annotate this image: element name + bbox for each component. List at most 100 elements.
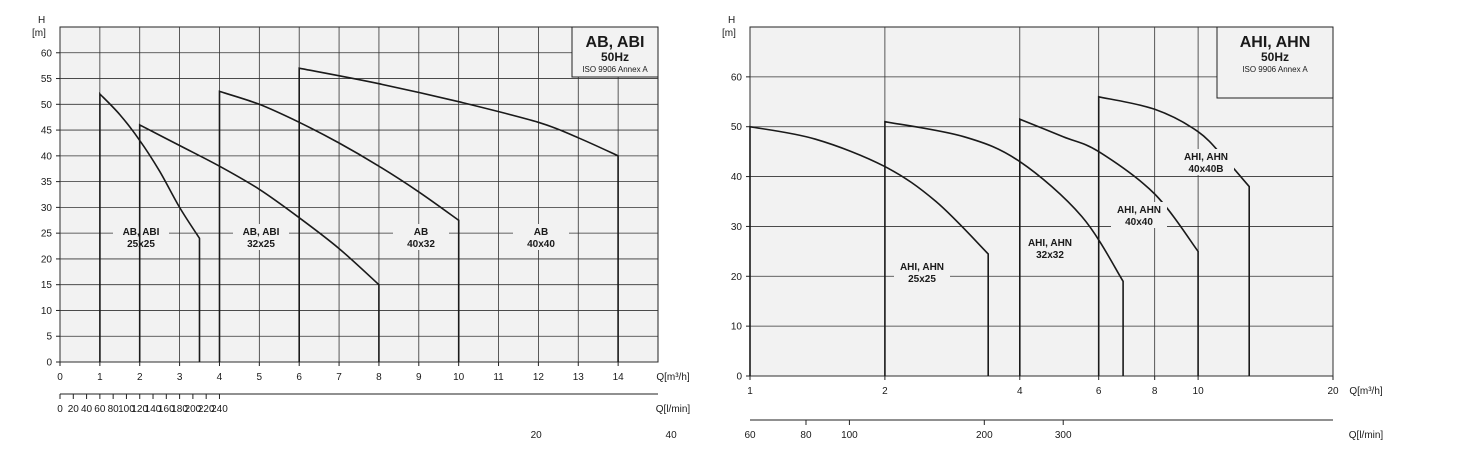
x-tick-label: 12 bbox=[533, 372, 545, 383]
series-curve bbox=[138, 123, 380, 362]
chart-note: ISO 9906 Annex A bbox=[582, 65, 648, 74]
x2-axis-label: Q[l/min] bbox=[1349, 430, 1384, 441]
x-tick-label: 0 bbox=[57, 372, 63, 383]
y-tick-label: 60 bbox=[731, 72, 743, 83]
x-tick-label: 4 bbox=[217, 372, 223, 383]
y-tick-label: 30 bbox=[41, 203, 53, 214]
x-tick-label: 10 bbox=[453, 372, 465, 383]
x-tick-label: 8 bbox=[1152, 386, 1158, 397]
chart-note: ISO 9906 Annex A bbox=[1242, 65, 1308, 74]
x2-axis-label: Q[l/min] bbox=[656, 404, 691, 415]
x-tick-label: 7 bbox=[336, 372, 342, 383]
series-label-size: 40x32 bbox=[407, 239, 435, 250]
series-label-name: AB, ABI bbox=[123, 227, 160, 238]
x2-tick-label: 240 bbox=[211, 404, 228, 415]
series-label-name: AHI, AHN bbox=[1117, 205, 1161, 216]
y-tick-label: 55 bbox=[41, 74, 53, 85]
plot-area bbox=[59, 26, 659, 363]
y-tick-label: 15 bbox=[41, 280, 53, 291]
x2-tick-label: 0 bbox=[57, 404, 63, 415]
series-label-size: 25x25 bbox=[127, 239, 155, 250]
x2-tick-label: 300 bbox=[1055, 430, 1072, 441]
x-tick-label: 5 bbox=[257, 372, 263, 383]
x-tick-label: 1 bbox=[747, 386, 753, 397]
series-label-size: 25x25 bbox=[908, 274, 936, 285]
series-label-bg bbox=[513, 224, 569, 250]
y-axis-unit: [m] bbox=[722, 28, 736, 39]
y-axis-label: H bbox=[728, 15, 735, 26]
x2-tick-label: 160 bbox=[158, 404, 175, 415]
series-label-size: 32x32 bbox=[1036, 250, 1064, 261]
x-tick-label: 6 bbox=[1096, 386, 1102, 397]
y-tick-label: 35 bbox=[41, 177, 53, 188]
y-tick-label: 20 bbox=[41, 254, 53, 265]
y-tick-label: 40 bbox=[731, 172, 743, 183]
series-label-bg bbox=[113, 224, 169, 250]
y-tick-label: 0 bbox=[46, 358, 52, 369]
x2-tick-label: 100 bbox=[841, 430, 858, 441]
series-curve bbox=[99, 92, 201, 362]
series-label-name: AHI, AHN bbox=[1028, 238, 1072, 249]
y-tick-label: 10 bbox=[41, 306, 53, 317]
series-label-bg bbox=[233, 224, 289, 250]
x2-tick-label: 140 bbox=[145, 404, 162, 415]
chart-subtitle: 50Hz bbox=[1261, 50, 1289, 64]
series-label-bg bbox=[1022, 235, 1078, 261]
x2-tick-label: 60 bbox=[744, 430, 756, 441]
y-axis-label: H bbox=[38, 15, 45, 26]
y-tick-label: 30 bbox=[731, 222, 743, 233]
y-tick-label: 50 bbox=[731, 122, 743, 133]
x2-tick-label: 200 bbox=[185, 404, 202, 415]
y-tick-label: 45 bbox=[41, 126, 53, 137]
x-tick-label: 3 bbox=[177, 372, 183, 383]
series-label-name: AHI, AHN bbox=[900, 262, 944, 273]
x-tick-label: 4 bbox=[1017, 386, 1023, 397]
x2-tick-label: 60 bbox=[94, 404, 106, 415]
series-label-name: AB bbox=[534, 227, 548, 238]
x-tick-label: 2 bbox=[882, 386, 888, 397]
x-axis-label: Q[m³/h] bbox=[656, 372, 690, 383]
series-label-size: 40x40 bbox=[1125, 217, 1153, 228]
y-tick-label: 5 bbox=[46, 332, 52, 343]
series-label-bg bbox=[1111, 202, 1167, 228]
chart-subtitle: 50Hz bbox=[601, 50, 629, 64]
x2-tick-label: 220 bbox=[198, 404, 215, 415]
series-label-bg bbox=[393, 224, 449, 250]
x-tick-label: 20 bbox=[1327, 386, 1339, 397]
series-label-bg bbox=[894, 259, 950, 285]
x2-tick-label: 180 bbox=[171, 404, 188, 415]
title-box bbox=[1216, 26, 1334, 99]
series-curve bbox=[218, 90, 460, 362]
series-label-name: AHI, AHN bbox=[1184, 152, 1228, 163]
series-curve bbox=[1097, 95, 1250, 376]
chart-title: AB, ABI bbox=[586, 34, 645, 51]
x2-tick-label: 80 bbox=[800, 430, 812, 441]
series-curve bbox=[298, 67, 619, 362]
series-label-name: AB bbox=[414, 227, 428, 238]
x2-tick-label: 40 bbox=[81, 404, 93, 415]
y-tick-label: 25 bbox=[41, 229, 53, 240]
series-label-size: 40x40B bbox=[1188, 164, 1223, 175]
x-tick-label: 2 bbox=[137, 372, 143, 383]
y-tick-label: 40 bbox=[41, 151, 53, 162]
x-tick-label: 11 bbox=[493, 372, 504, 383]
x-tick-label: 9 bbox=[416, 372, 422, 383]
y-tick-label: 20 bbox=[731, 272, 743, 283]
series-label-size: 40x40 bbox=[527, 239, 555, 250]
series-label-name: AB, ABI bbox=[243, 227, 280, 238]
y-tick-label: 50 bbox=[41, 100, 53, 111]
x-tick-label: 13 bbox=[573, 372, 585, 383]
x2-tick-label: 200 bbox=[976, 430, 993, 441]
x-axis-label: Q[m³/h] bbox=[1349, 386, 1383, 397]
y-tick-label: 60 bbox=[41, 48, 53, 59]
x2-tick-label: 80 bbox=[108, 404, 120, 415]
y-tick-label: 10 bbox=[731, 322, 743, 333]
y-tick-label: 0 bbox=[736, 372, 742, 383]
chart-title: AHI, AHN bbox=[1240, 34, 1311, 51]
x2-tick-label: 20 bbox=[68, 404, 80, 415]
x2-tick-label: 40 bbox=[666, 430, 678, 441]
x-tick-label: 8 bbox=[376, 372, 382, 383]
